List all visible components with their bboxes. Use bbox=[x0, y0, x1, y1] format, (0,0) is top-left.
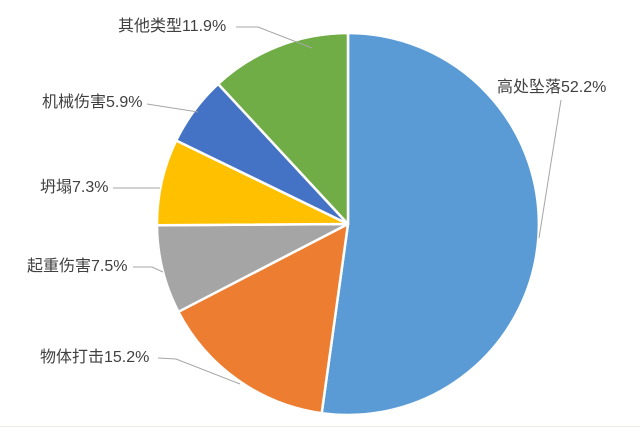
bottom-divider bbox=[0, 426, 640, 427]
pie-slice-物体打击 bbox=[177, 222, 350, 415]
pie-label-mechanical-injury: 机械伤害5.9% bbox=[42, 94, 143, 111]
pie-slice-其他类型 bbox=[216, 31, 350, 226]
pie-label-collapse: 坍塌7.3% bbox=[40, 179, 109, 196]
pie-label-lifting-injury: 起重伤害7.5% bbox=[27, 258, 128, 275]
pie-label-falls-from-height: 高处坠落52.2% bbox=[497, 79, 607, 96]
pie-label-struck-by-object: 物体打击15.2% bbox=[40, 349, 150, 366]
leader-line-物体打击 bbox=[157, 357, 241, 385]
pie-label-other-types: 其他类型11.9% bbox=[118, 18, 227, 35]
pie-slice-高处坠落 bbox=[320, 31, 541, 417]
leader-line-高处坠落 bbox=[538, 99, 562, 239]
leader-line-起重伤害 bbox=[133, 266, 164, 273]
leader-line-机械伤害 bbox=[146, 103, 199, 113]
leader-line-其他类型 bbox=[236, 26, 313, 49]
